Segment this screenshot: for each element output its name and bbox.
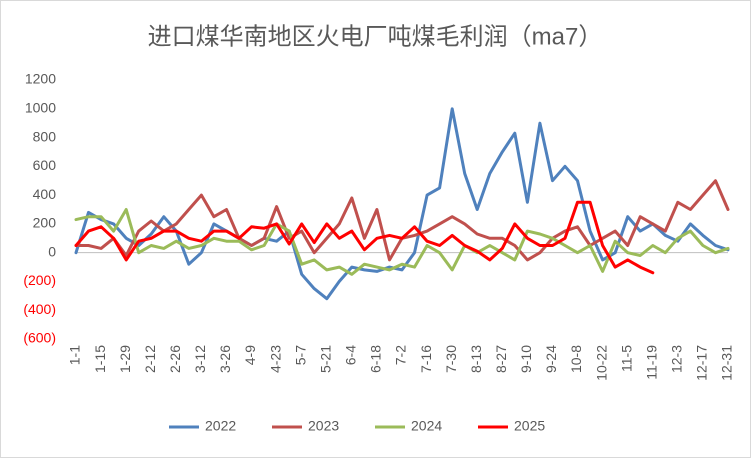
x-tick-label: 6-18 bbox=[368, 345, 384, 373]
x-tick-label: 12-3 bbox=[669, 345, 685, 373]
x-tick-label: 3-12 bbox=[192, 345, 208, 373]
y-tick-label: (600) bbox=[23, 330, 56, 346]
x-tick-label: 4-9 bbox=[242, 345, 258, 365]
x-tick-label: 12-17 bbox=[694, 345, 710, 381]
x-tick-label: 5-7 bbox=[292, 345, 308, 365]
y-tick-label: 400 bbox=[33, 186, 57, 202]
y-tick-label: 200 bbox=[33, 215, 57, 231]
x-tick-label: 2-26 bbox=[167, 345, 183, 373]
y-tick-label: 0 bbox=[48, 243, 56, 259]
legend-label: 2022 bbox=[205, 418, 236, 434]
x-tick-label: 9-24 bbox=[543, 345, 559, 373]
x-tick-label: 7-16 bbox=[418, 345, 434, 373]
x-tick-label: 5-21 bbox=[317, 345, 333, 373]
x-tick-label: 7-2 bbox=[393, 345, 409, 365]
x-tick-label: 1-1 bbox=[67, 345, 83, 365]
x-tick-label: 6-4 bbox=[343, 345, 359, 365]
x-tick-label: 1-29 bbox=[117, 345, 133, 373]
x-tick-label: 11-5 bbox=[618, 345, 634, 372]
line-series bbox=[74, 107, 730, 301]
x-tick-label: 8-27 bbox=[493, 345, 509, 373]
line-series bbox=[74, 208, 730, 276]
x-tick-label: 3-26 bbox=[217, 345, 233, 373]
x-tick-label: 2-12 bbox=[142, 345, 158, 373]
x-tick-label: 9-10 bbox=[518, 345, 534, 373]
y-tick-label: 1200 bbox=[25, 71, 56, 87]
legend-label: 2024 bbox=[411, 418, 442, 434]
line-series bbox=[74, 200, 655, 275]
x-tick-label: 1-15 bbox=[92, 345, 108, 373]
y-tick-label: 800 bbox=[33, 128, 57, 144]
x-tick-label: 12-31 bbox=[719, 345, 735, 381]
chart-title: 进口煤华南地区火电厂吨煤毛利润（ma7） bbox=[148, 23, 603, 50]
y-tick-label: 600 bbox=[33, 157, 57, 173]
y-tick-label: 1000 bbox=[25, 99, 56, 115]
legend-label: 2023 bbox=[308, 418, 339, 434]
y-tick-label: (200) bbox=[23, 272, 56, 288]
x-tick-label: 10-22 bbox=[593, 345, 609, 381]
x-tick-label: 10-8 bbox=[568, 345, 584, 373]
x-tick-label: 4-23 bbox=[267, 345, 283, 373]
x-tick-label: 7-30 bbox=[443, 345, 459, 373]
y-tick-label: (400) bbox=[23, 301, 56, 317]
x-tick-label: 11-19 bbox=[643, 345, 659, 380]
legend-label: 2025 bbox=[514, 418, 545, 434]
x-tick-label: 8-13 bbox=[468, 345, 484, 373]
